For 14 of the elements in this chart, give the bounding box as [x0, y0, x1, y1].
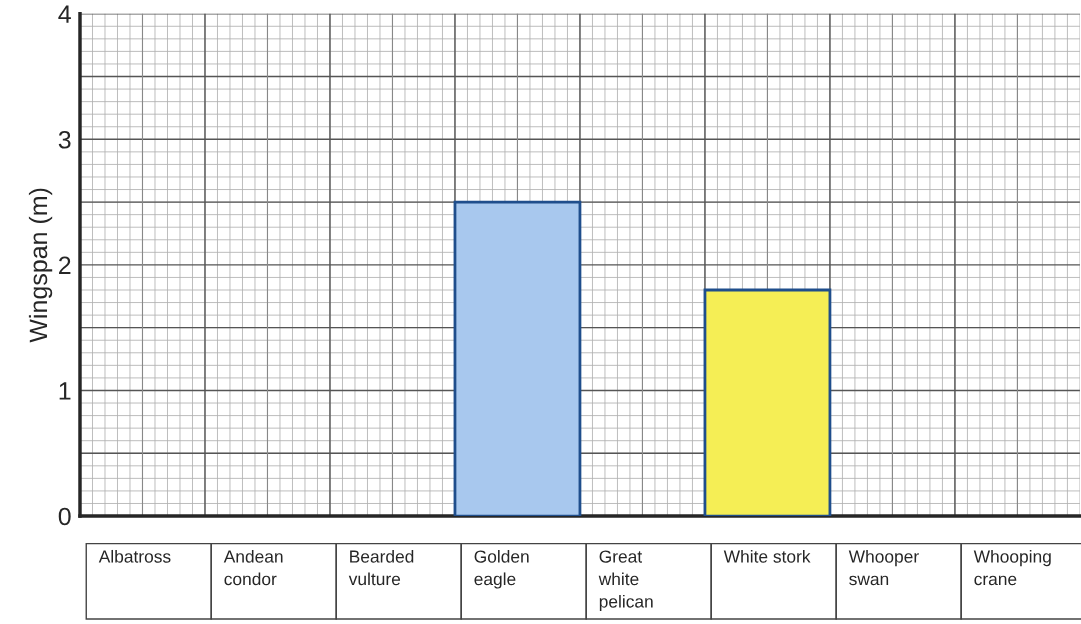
- x-tick-label: Whooper swan: [848, 549, 919, 586]
- x-tick-label: White stork: [723, 549, 811, 563]
- y-tick-label: 3: [58, 130, 71, 149]
- y-tick-label: 4: [58, 5, 71, 23]
- y-tick-label: 0: [58, 507, 71, 526]
- x-tick-label: Andean condor: [223, 549, 283, 586]
- x-tick-label: Golden eagle: [474, 549, 529, 589]
- x-tick-label: Bearded vulture: [348, 549, 414, 586]
- x-tick-label: Great white pelican: [598, 550, 653, 612]
- y-tick-label: 2: [59, 256, 71, 274]
- y-axis-title: Wingspan (m): [28, 188, 53, 343]
- x-tick-label: Whooping crane: [973, 549, 1051, 586]
- y-tick-label: 1: [59, 382, 71, 400]
- x-tick-label: Albatross: [98, 549, 171, 563]
